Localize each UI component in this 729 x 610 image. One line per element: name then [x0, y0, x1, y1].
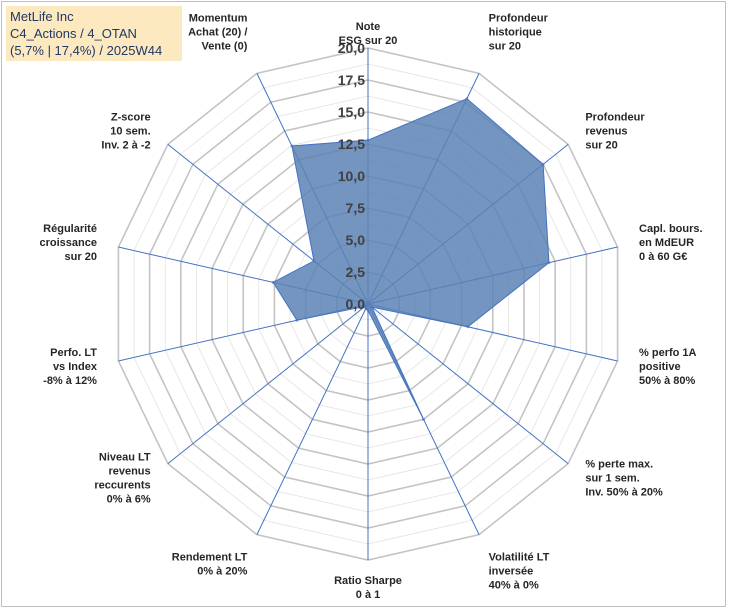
data-point [312, 259, 316, 263]
axis-label-line: 0 à 1 [356, 589, 380, 601]
axis-label-line: 40% à 0% [489, 579, 539, 591]
axis-label-line: Profondeur [489, 13, 549, 25]
axis-label-line: % perte max. [585, 458, 653, 470]
tick-label: 10,0 [338, 168, 365, 184]
axis-label: % perfo 1A positive 50% à 80% [639, 347, 697, 387]
data-point [541, 162, 545, 166]
axis-label: Capl. bours. en MdEUR 0 à 60 G€ [639, 223, 703, 263]
axis-label-line: 0 à 60 G€ [639, 251, 687, 263]
axis-label-line: % perfo 1A [639, 347, 697, 359]
axis-label-line: Perfo. LT [50, 347, 97, 359]
axis-label-line: Profondeur [585, 112, 645, 124]
data-point [370, 305, 374, 309]
data-point [466, 325, 470, 329]
axis-label-line: Volatilité LT [489, 551, 550, 563]
axis-label: Profondeur revenus sur 20 [585, 112, 645, 152]
axis-label: Volatilité LT inversée 40% à 0% [489, 551, 550, 591]
data-point [290, 144, 294, 148]
axis-label-line: vs Index [53, 361, 98, 373]
axis-label-line: Capl. bours. [639, 223, 703, 235]
axis-label: Régularité croissance sur 20 [39, 223, 96, 263]
portfolio-code: C4_Actions / 4_OTAN [10, 26, 137, 41]
data-series-area [272, 98, 550, 420]
tick-label: 17,5 [338, 72, 365, 88]
axis-label-line: sur 20 [585, 140, 617, 152]
data-point [547, 261, 551, 265]
data-point [271, 280, 275, 284]
axis-label: Perfo. LT vs Index -8% à 12% [43, 347, 98, 387]
axis-label-line: Achat (20) / [188, 27, 247, 39]
axis-label: Z-score 10 sem. Inv. 2 à -2 [101, 112, 150, 152]
axis-spoke [256, 303, 369, 535]
axis-label-line: Z-score [111, 112, 151, 124]
tick-label: 12,5 [338, 136, 365, 152]
axis-label-line: sur 20 [489, 41, 521, 53]
axis-label-line: historique [489, 27, 542, 39]
axis-label-line: Rendement LT [172, 551, 248, 563]
data-point [422, 417, 426, 421]
data-point [295, 318, 299, 322]
data-point [465, 97, 469, 101]
data-point [366, 308, 370, 312]
axis-label-line: 0% à 6% [107, 493, 151, 505]
tick-label: 7,5 [346, 200, 366, 216]
axis-label-line: sur 20 [65, 251, 97, 263]
axis-label-line: ESG sur 20 [339, 35, 398, 47]
axis-label: Niveau LT revenus reccurents 0% à 6% [94, 451, 151, 505]
performance-week: (5,7% | 17,4%) / 2025W44 [10, 43, 163, 58]
tick-label: 15,0 [338, 104, 365, 120]
axis-label-line: revenus [108, 465, 150, 477]
axis-label-line: Vente (0) [202, 41, 248, 53]
axis-label-line: 10 sem. [110, 126, 150, 138]
company-name: MetLife Inc [10, 9, 74, 24]
axis-label-line: 0% à 20% [197, 565, 247, 577]
axis-label-line: croissance [39, 237, 96, 249]
data-point [366, 138, 370, 142]
axis-label: Rendement LT 0% à 20% [172, 551, 248, 577]
axis-label-line: Momentum [189, 13, 248, 25]
axis-label-line: Inv. 50% à 20% [585, 486, 663, 498]
data-point [363, 304, 367, 308]
axis-spoke [367, 303, 569, 465]
axis-spoke [167, 303, 369, 465]
axis-label: Note ESG sur 20 [339, 21, 398, 47]
axis-label-line: inversée [489, 565, 534, 577]
axis-label-line: Niveau LT [99, 451, 151, 463]
axis-label-line: revenus [585, 126, 627, 138]
axis-label-line: 50% à 80% [639, 375, 695, 387]
chart-title-box: MetLife Inc C4_Actions / 4_OTAN (5,7% | … [6, 6, 182, 61]
axis-label: Ratio Sharpe 0 à 1 [334, 575, 402, 601]
tick-label: 20,0 [338, 40, 365, 56]
axis-label: % perte max. sur 1 sem. Inv. 50% à 20% [585, 458, 663, 498]
axis-label-line: -8% à 12% [43, 375, 97, 387]
tick-label: 0,0 [346, 296, 366, 312]
axis-label-line: reccurents [94, 479, 150, 491]
axis-label-line: positive [639, 361, 681, 373]
axis-label-line: Inv. 2 à -2 [101, 140, 150, 152]
tick-label: 2,5 [346, 264, 366, 280]
axis-label: Momentum Achat (20) / Vente (0) [188, 13, 248, 53]
tick-label: 5,0 [346, 232, 366, 248]
axis-label-line: en MdEUR [639, 237, 694, 249]
axis-label-line: Ratio Sharpe [334, 575, 402, 587]
axis-label: Profondeur historique sur 20 [489, 13, 549, 53]
axis-label-line: sur 1 sem. [585, 472, 639, 484]
axis-label-line: Note [356, 21, 380, 33]
axis-label-line: Régularité [43, 223, 97, 235]
